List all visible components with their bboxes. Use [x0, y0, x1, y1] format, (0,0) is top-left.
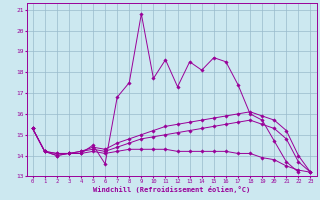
X-axis label: Windchill (Refroidissement éolien,°C): Windchill (Refroidissement éolien,°C) — [93, 186, 250, 193]
